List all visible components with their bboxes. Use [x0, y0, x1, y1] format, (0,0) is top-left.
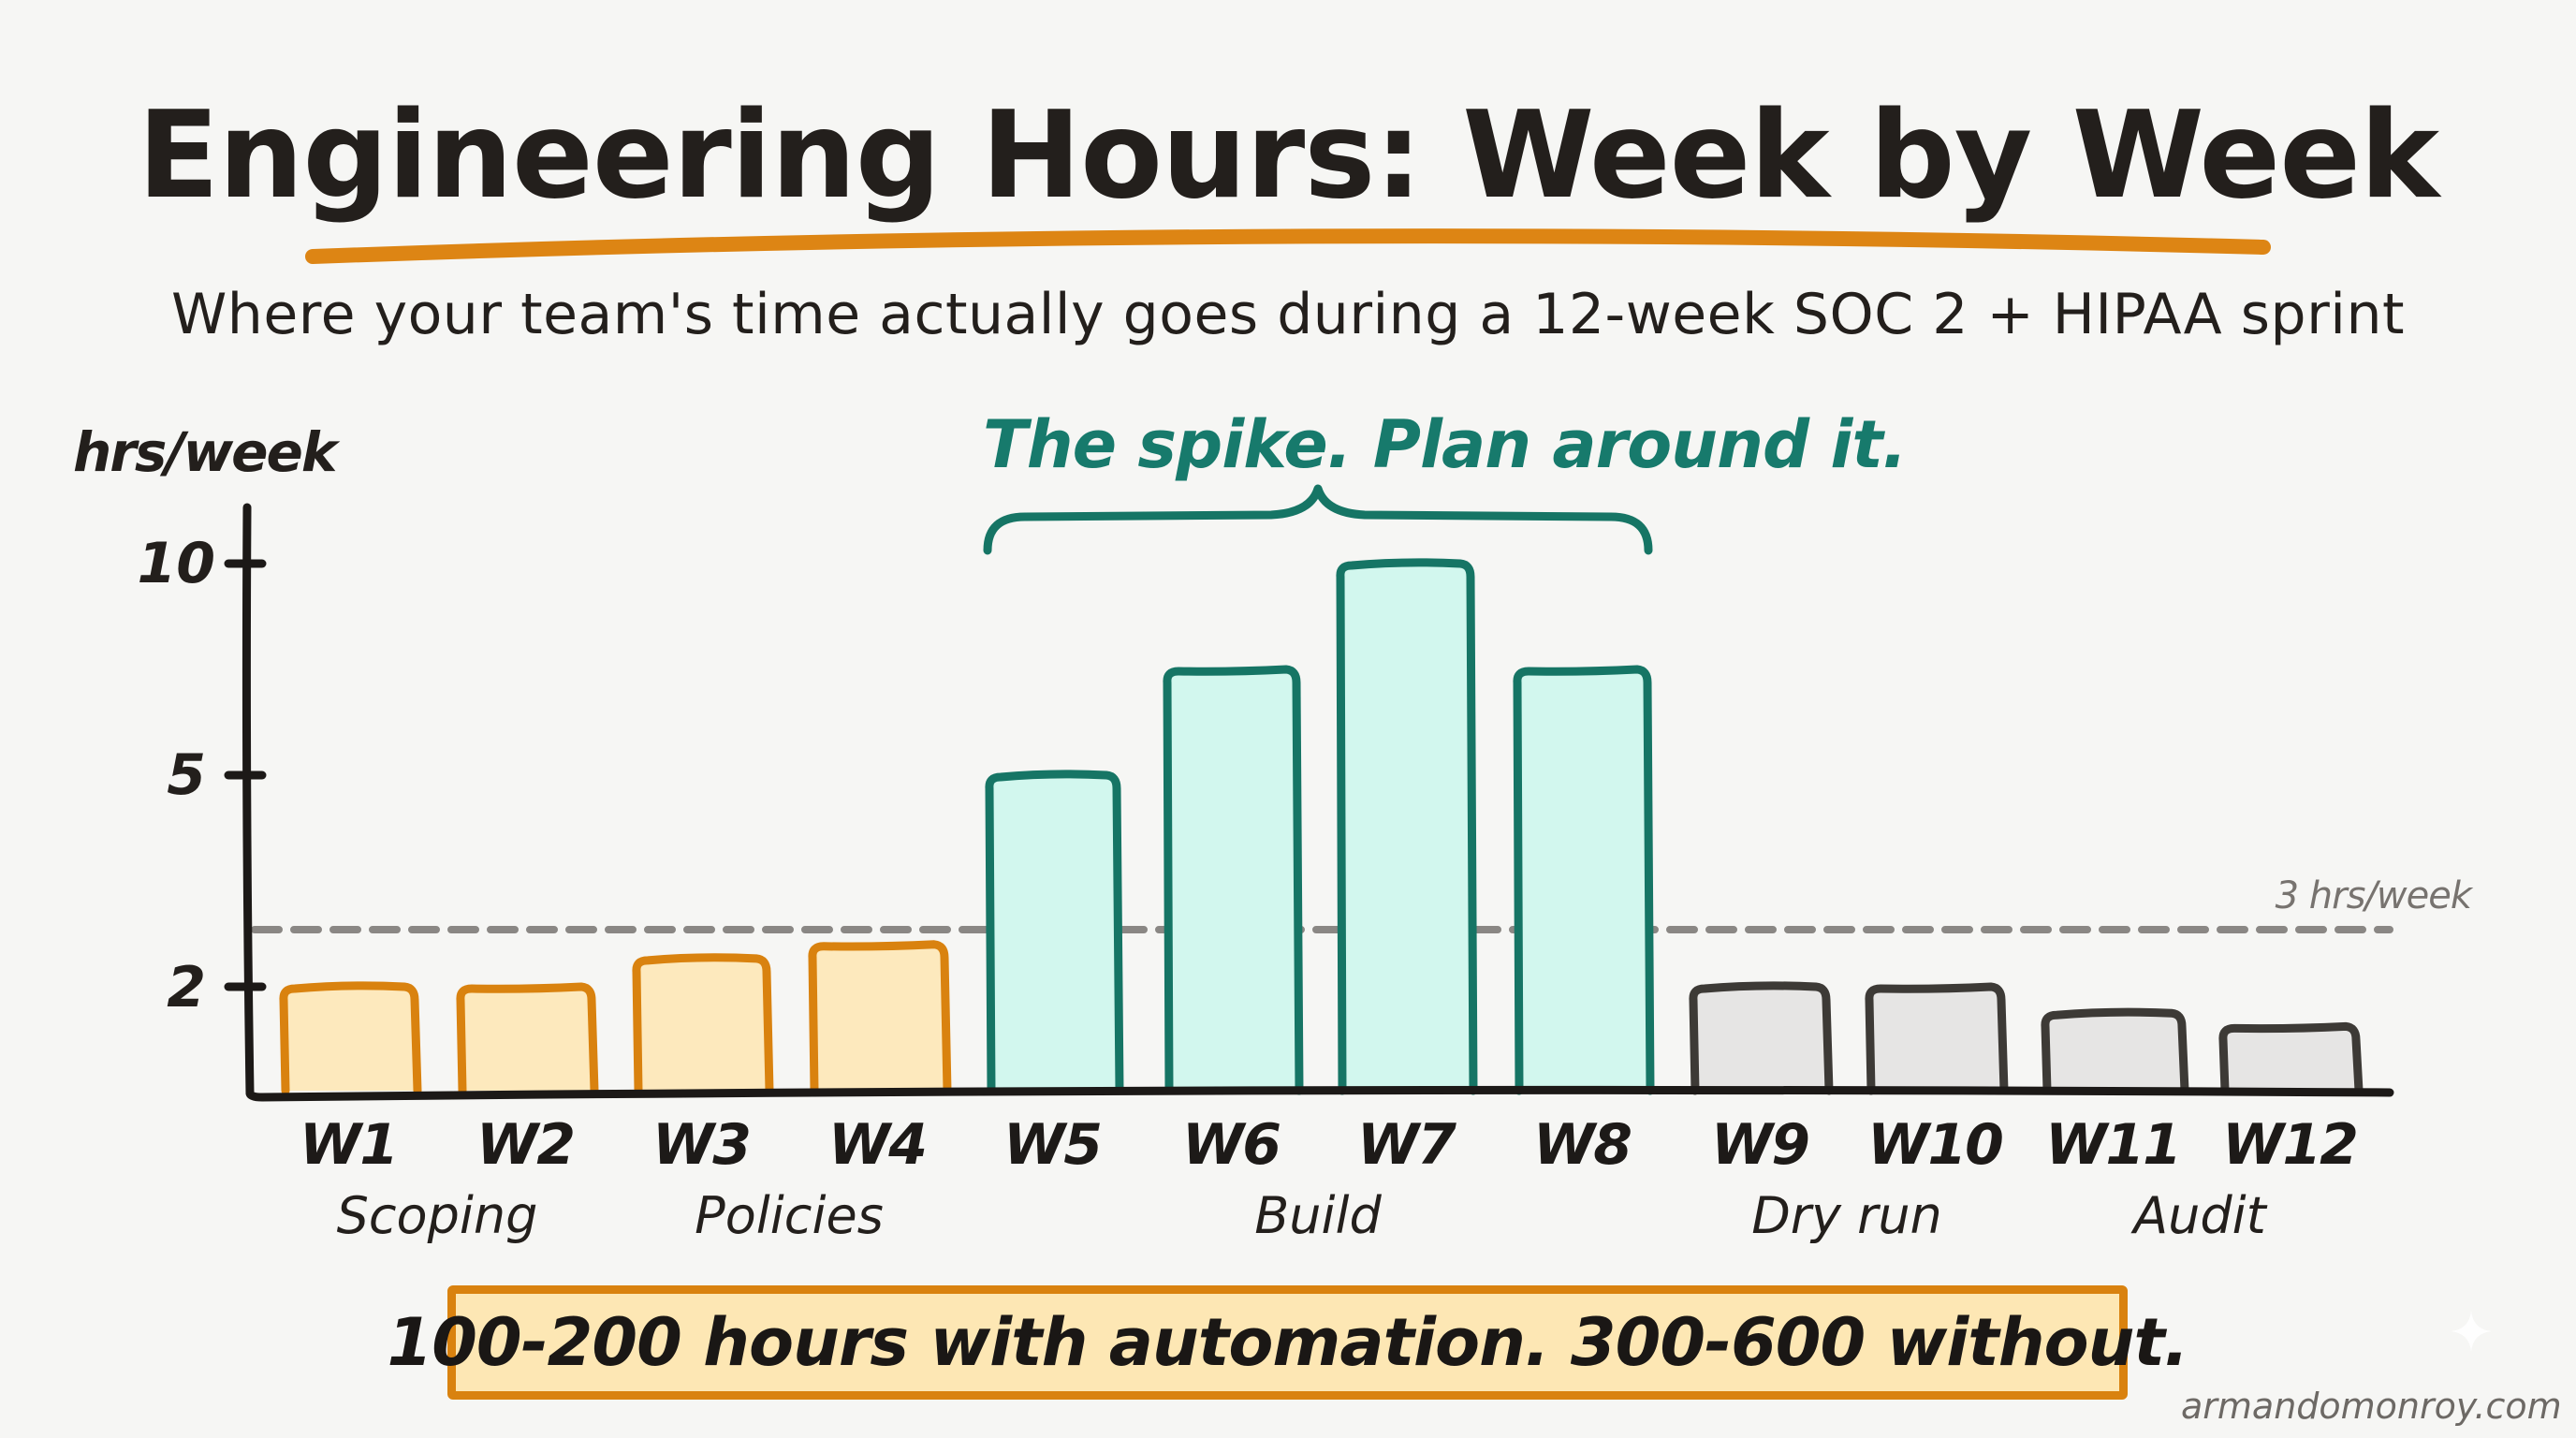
watermark-link: armandomonroy.com: [2181, 1386, 2562, 1427]
reference-line-label: 3 hrs/week: [2275, 874, 2472, 917]
bar-w1: [279, 981, 422, 1095]
summary-callout-text: 100-200 hours with automation. 300-600 w…: [387, 1304, 2188, 1381]
x-tick-label-w6: W6: [1182, 1112, 1281, 1178]
x-tick-label-w9: W9: [1711, 1112, 1810, 1178]
bar-w5: [985, 770, 1124, 1095]
y-tick-label-2: 2: [167, 955, 206, 1020]
y-axis-label: hrs/week: [73, 420, 337, 484]
bar-fill-w4: [812, 944, 947, 1091]
phase-label-dry-run: Dry run: [1751, 1186, 1942, 1245]
x-tick-label-w10: W10: [1867, 1112, 2004, 1178]
x-tick-label-w11: W11: [2045, 1112, 2182, 1178]
chart-subtitle: Where your team's time actually goes dur…: [170, 282, 2406, 347]
bar-fill-w7: [1339, 562, 1473, 1091]
x-tick-label-w8: W8: [1533, 1112, 1632, 1178]
bar-w11: [2041, 1007, 2189, 1095]
bar-w7: [1336, 558, 1478, 1095]
bar-fill-w8: [1516, 669, 1650, 1091]
bar-w4: [808, 940, 952, 1095]
bar-fill-w1: [283, 985, 417, 1091]
summary-callout: 100-200 hours with automation. 300-600 w…: [387, 1285, 2189, 1400]
y-tick-label-10: 10: [137, 531, 216, 596]
bar-w9: [1689, 981, 1834, 1095]
x-tick-label-w4: W4: [828, 1112, 928, 1178]
bar-w10: [1865, 982, 2009, 1095]
phase-label-scoping: Scoping: [336, 1186, 538, 1245]
phase-label-audit: Audit: [2133, 1186, 2266, 1245]
bar-fill-w12: [2222, 1026, 2359, 1091]
bar-w2: [456, 982, 599, 1095]
bar-fill-w6: [1166, 669, 1299, 1091]
bar-w3: [632, 953, 774, 1095]
y-axis-line: [242, 503, 2394, 1102]
y-tick-label-5: 5: [167, 742, 206, 808]
bar-fill-w10: [1868, 987, 2004, 1091]
bar-w12: [2218, 1021, 2364, 1095]
phase-label-build: Build: [1254, 1186, 1382, 1245]
spike-annotation: The spike. Plan around it.: [983, 406, 1907, 483]
title-underline: [305, 228, 2271, 264]
phase-label-policies: Policies: [695, 1186, 884, 1245]
x-tick-label-w12: W12: [2222, 1112, 2359, 1178]
sparkle-icon: [2451, 1311, 2492, 1352]
axes: [224, 503, 2394, 1102]
x-tick-label-w7: W7: [1357, 1112, 1456, 1178]
bar-fill-w5: [988, 773, 1120, 1091]
x-tick-label-w5: W5: [1003, 1112, 1103, 1178]
bar-w8: [1513, 665, 1655, 1095]
y-tick-marks: [224, 559, 267, 991]
x-tick-label-w3: W3: [652, 1112, 752, 1178]
bar-w6: [1163, 665, 1304, 1095]
spike-brace-icon: [983, 484, 1653, 555]
bars-group: [279, 558, 2364, 1095]
chart-title: Engineering Hours: Week by Week: [137, 86, 2439, 226]
bar-fill-w2: [460, 987, 594, 1091]
bar-fill-w9: [1692, 985, 1829, 1091]
bar-fill-w3: [636, 957, 769, 1091]
x-tick-label-w2: W2: [476, 1112, 576, 1178]
bar-fill-w11: [2044, 1012, 2185, 1091]
x-tick-label-w1: W1: [300, 1112, 399, 1178]
